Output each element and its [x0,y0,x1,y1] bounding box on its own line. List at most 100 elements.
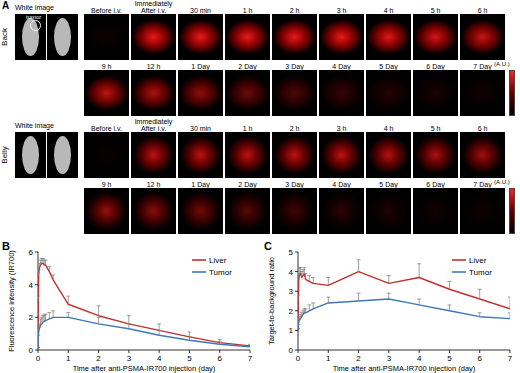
fluorescence-image [366,188,411,234]
fluorescence-image [319,70,364,116]
y-tick-label: 4 [29,281,34,290]
fluorescence-image [84,132,129,178]
timepoint-text: 7 Day [473,63,491,70]
timepoint-label: 1 Day [178,172,223,188]
timepoint-text: 6 Day [426,63,444,70]
timepoint-label: Immediately After i.v. [131,0,176,14]
timepoint-text: 9 h [102,63,112,70]
error-bar [478,313,482,317]
timepoint-text: 9 h [102,181,112,188]
timepoint-label: 4 Day [319,54,364,70]
error-bar [38,296,40,301]
error-bar [66,312,70,317]
fluorescence-image [319,132,364,178]
fluorescence-image [413,70,458,116]
fluorescence-image [272,70,317,116]
fluorescence-image [131,70,176,116]
timepoint-text: Immediately After i.v. [131,118,176,132]
y-tick [35,350,38,351]
white-image [15,132,46,178]
error-bar [218,342,222,344]
timepoint-text: 5 h [431,125,441,132]
x-tick [38,350,39,353]
timepoint-text: 5 Day [379,181,397,188]
y-tick [295,310,298,311]
timepoint-text: 3 Day [285,181,303,188]
error-bar [51,311,55,318]
x-tick-label: 0 [36,354,41,363]
y-tick-label: 1 [289,326,294,335]
x-tick-label: 1 [326,354,331,363]
y-tick-label: 6 [29,248,34,257]
error-bar [307,276,311,282]
x-axis [298,350,510,351]
row-label: Back [0,17,10,57]
timepoint-text: 6 Day [426,181,444,188]
error-bar [311,277,315,283]
error-bar [38,270,41,275]
timepoint-label: 30 min [178,0,223,14]
timepoint-text: 4 h [384,125,394,132]
tumor-circle [30,20,41,31]
fluorescence-image [319,188,364,234]
error-bar [478,289,482,299]
white-image-label: White image [15,4,54,11]
x-tick [419,350,420,353]
timepoint-label: 3 h [319,0,364,14]
legend-swatch [452,271,466,273]
y-tick-label: 3 [289,287,294,296]
error-bar [508,297,510,309]
panel-label: A [2,0,9,11]
error-bar [47,312,51,319]
timepoint-label: 4 h [366,116,411,132]
y-tick [295,271,298,272]
error-bar [326,277,330,285]
fluorescence-image [366,14,411,60]
timepoint-label: 2 h [272,116,317,132]
x-tick [219,350,220,353]
legend-label: Liver [209,256,227,265]
fluorescence-image [84,188,129,234]
x-tick [98,350,99,353]
fluorescence-image [178,70,223,116]
timepoint-text: 2 Day [238,63,256,70]
fluorescence-image [178,14,223,60]
error-bar [47,267,51,272]
timepoint-text: 4 Day [332,181,350,188]
error-bar [447,281,451,289]
timepoint-label: 12 h [131,172,176,188]
timepoint-text: 30 min [190,125,211,132]
error-bar [357,293,361,301]
fluorescence-image [460,188,505,234]
error-bar [66,296,70,304]
timepoint-text: 1 Day [191,63,209,70]
fluorescence-image [413,14,458,60]
timepoint-text: Immediately After i.v. [131,0,176,14]
x-tick-label: 0 [296,354,301,363]
x-tick [388,350,389,353]
x-tick-label: 1 [66,354,71,363]
timepoint-text: 3 h [337,125,347,132]
error-bar [298,295,300,301]
error-bar [44,314,48,321]
timepoint-text: 1 h [243,7,253,14]
y-tick-label: 2 [29,313,34,322]
x-tick-label: 4 [157,354,162,363]
fluorescence-image [225,14,270,60]
x-tick-label: 2 [96,354,101,363]
mouse-silhouette [54,18,71,56]
x-tick-label: 2 [356,354,361,363]
y-tick-label: 0 [29,346,34,355]
fluorescence-image [131,132,176,178]
y-tick [295,330,298,331]
timepoint-text: 7 Day [473,181,491,188]
timepoint-text: 4 Day [332,63,350,70]
timepoint-label: 2 Day [225,54,270,70]
x-tick-label: 3 [387,354,392,363]
white-image-label: White image [15,122,54,129]
legend-swatch [452,259,466,261]
timepoint-label: 6 h [460,116,505,132]
error-bar [387,276,391,284]
fluorescence-image [272,132,317,178]
legend-swatch [192,271,206,273]
